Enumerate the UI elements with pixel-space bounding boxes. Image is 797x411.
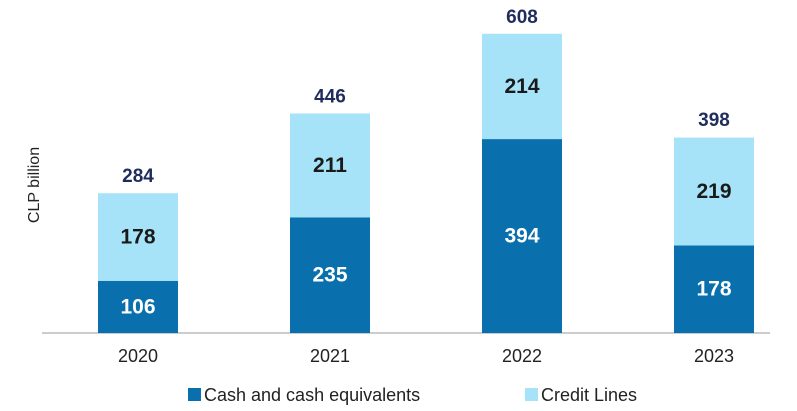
bar-segment [290,217,370,333]
x-tick-label: 2022 [502,346,542,366]
data-label: 214 [504,75,539,98]
bar-segment [482,33,562,140]
total-label: 446 [314,87,346,108]
bar-segment [482,139,562,333]
data-label: 235 [312,264,347,287]
total-label: 398 [698,110,730,131]
data-label: 211 [313,154,347,177]
legend-label: Credit Lines [541,385,637,405]
data-label: 219 [696,180,731,203]
bar-segment [98,280,178,333]
data-label: 394 [504,225,539,248]
x-tick-label: 2021 [310,346,350,366]
bar-segment [674,137,754,246]
x-tick-label: 2020 [118,346,158,366]
total-label: 284 [122,166,154,187]
y-axis-label: CLP billion [26,147,43,223]
bar-segment [290,113,370,218]
data-label: 106 [120,295,155,318]
legend-label: Cash and cash equivalents [204,385,420,405]
bar-segment [674,245,754,333]
bar-segment [98,193,178,281]
data-label: 178 [696,278,731,301]
legend-swatch [188,388,201,401]
legend-swatch [525,388,538,401]
x-tick-label: 2023 [694,346,734,366]
total-label: 608 [506,7,538,28]
data-label: 178 [120,226,155,249]
